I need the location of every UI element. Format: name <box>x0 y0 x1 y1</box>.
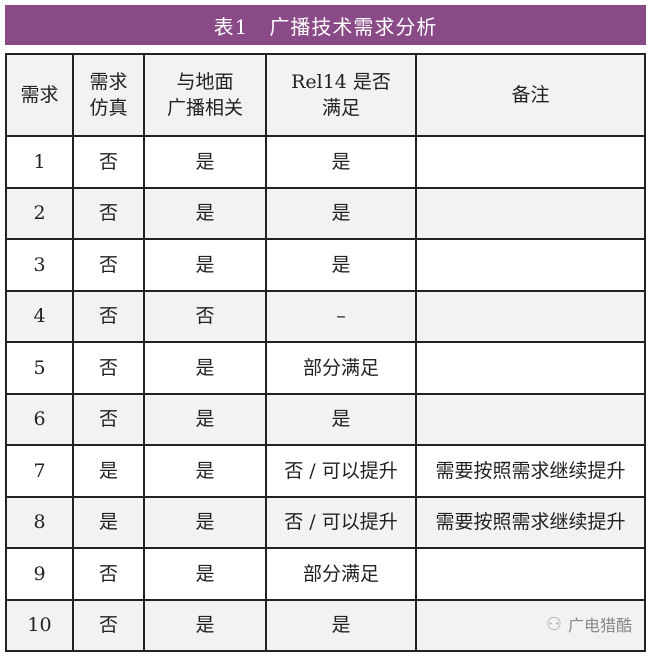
table-cell: 否 <box>72 289 145 343</box>
table-cell: 否 / 可以提升 <box>265 495 417 549</box>
table-cell: 是 <box>265 392 417 446</box>
table-cell: 9 <box>5 547 74 601</box>
table-title: 表1 广播技术需求分析 <box>5 5 646 45</box>
table-cell: 是 <box>72 495 145 549</box>
table-cell: – <box>265 289 417 343</box>
table-cell <box>415 392 646 446</box>
table-cell: 是 <box>143 135 267 189</box>
table-cell: 否 <box>72 186 145 240</box>
table-cell: 6 <box>5 392 74 446</box>
column-header: 备注 <box>415 53 646 137</box>
table-cell <box>415 135 646 189</box>
table-row: 5 否是部分满足 <box>5 341 646 395</box>
table-cell <box>415 289 646 343</box>
table-cell: 否 <box>143 289 267 343</box>
table-cell: 是 <box>143 495 267 549</box>
table-cell: 是 <box>143 444 267 498</box>
table-cell: 2 <box>5 186 74 240</box>
table-cell: 是 <box>143 341 267 395</box>
table-cell: 是 <box>265 135 417 189</box>
table-cell: 是 <box>143 186 267 240</box>
table-cell: 7 <box>5 444 74 498</box>
table-cell <box>415 186 646 240</box>
table-cell: 是 <box>72 444 145 498</box>
table-cell: 否 / 可以提升 <box>265 444 417 498</box>
table-cell: 是 <box>143 547 267 601</box>
table-cell: 否 <box>72 238 145 292</box>
table-row: 10 否是是 <box>5 598 646 652</box>
table-cell: 3 <box>5 238 74 292</box>
table-cell: 需要按照需求继续提升 <box>415 495 646 549</box>
table-cell: 否 <box>72 392 145 446</box>
column-header: 需求 <box>5 53 74 137</box>
column-header: 与地面 广播相关 <box>143 53 267 137</box>
table-cell: 是 <box>143 238 267 292</box>
table-row: 9 否是部分满足 <box>5 547 646 601</box>
table-cell: 是 <box>143 598 267 652</box>
table-cell: 需要按照需求继续提升 <box>415 444 646 498</box>
table-cell: 是 <box>265 598 417 652</box>
table-cell <box>415 238 646 292</box>
header-row: 需求 需求 仿真 与地面 广播相关 Rel14 是否 满足 备注 <box>5 53 646 137</box>
table-cell <box>415 341 646 395</box>
table-cell: 8 <box>5 495 74 549</box>
table-cell: 4 <box>5 289 74 343</box>
table-cell: 否 <box>72 135 145 189</box>
table-cell <box>415 547 646 601</box>
table-cell: 部分满足 <box>265 341 417 395</box>
table-cell: 是 <box>265 238 417 292</box>
table-cell: 否 <box>72 547 145 601</box>
column-header: Rel14 是否 满足 <box>265 53 417 137</box>
table-cell: 5 <box>5 341 74 395</box>
table-row: 4 否否 – <box>5 289 646 343</box>
watermark: ⚇ 广电猎酷 <box>546 612 632 636</box>
table-cell: 是 <box>143 392 267 446</box>
table-cell: 是 <box>265 186 417 240</box>
table-cell: 1 <box>5 135 74 189</box>
table-cell: 部分满足 <box>265 547 417 601</box>
table-cell <box>415 598 646 652</box>
table-cell: 否 <box>72 598 145 652</box>
column-header: 需求 仿真 <box>72 53 145 137</box>
watermark-text: 广电猎酷 <box>567 616 632 635</box>
table-cell: 否 <box>72 341 145 395</box>
table-cell: 10 <box>5 598 74 652</box>
wechat-icon: ⚇ <box>545 613 562 635</box>
